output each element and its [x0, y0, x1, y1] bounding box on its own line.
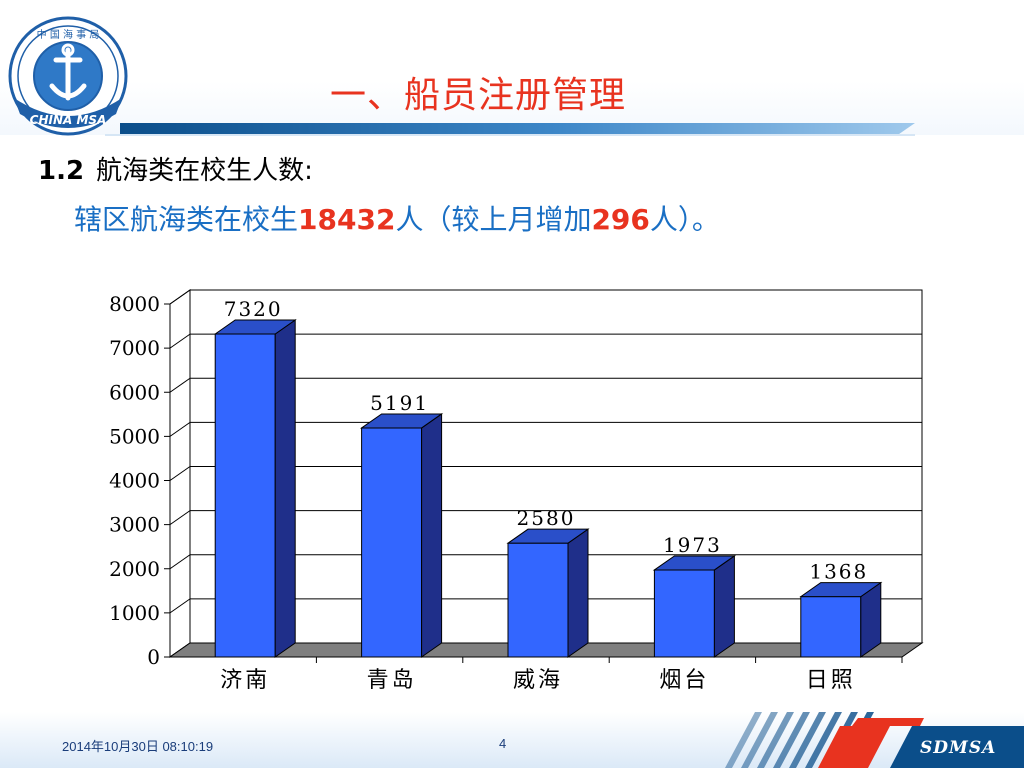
- summary-mid: 人（较上月增加: [395, 203, 592, 236]
- y-tick-label: 0: [147, 645, 160, 669]
- data-label: 2580: [517, 506, 576, 530]
- footer-date: 2014年10月30日 08:10:19: [62, 739, 214, 754]
- y-tick-label: 3000: [109, 513, 160, 537]
- bar-top: [799, 582, 883, 598]
- summary-line: 辖区航海类在校生18432人（较上月增加296人）。: [74, 198, 720, 238]
- page-title: 一、船员注册管理: [330, 75, 627, 116]
- x-tick-label: 烟台: [659, 668, 709, 693]
- axis-depth-tick: [169, 333, 191, 349]
- bar: [653, 569, 715, 658]
- bar-side: [713, 554, 735, 658]
- footer-logo-text: SDMSA: [920, 738, 997, 758]
- data-label: 1973: [663, 533, 722, 557]
- x-tick-label: 日照: [806, 668, 856, 693]
- axis-depth-tick: [169, 554, 191, 570]
- x-tick-label: 青岛: [367, 668, 417, 693]
- section-number: 1.2: [38, 156, 85, 186]
- summary-suffix: 人）。: [649, 203, 720, 236]
- data-label: 5191: [370, 391, 429, 415]
- y-tick-label: 7000: [109, 336, 160, 360]
- axis-depth-tick: [169, 510, 191, 526]
- bar: [800, 596, 862, 658]
- header-stripe: [120, 123, 915, 134]
- footer-stripe: [789, 712, 826, 768]
- bar-side: [567, 528, 589, 658]
- header-underline: [105, 134, 915, 136]
- footer-stripe: [773, 712, 810, 768]
- data-label: 7320: [224, 297, 283, 321]
- summary-total: 18432: [298, 203, 396, 236]
- y-tick-label: 1000: [109, 601, 160, 625]
- bar-top: [213, 319, 297, 335]
- summary-prefix: 辖区航海类在校生: [74, 203, 299, 236]
- y-tick-label: 2000: [109, 557, 160, 581]
- china-msa-logo: 中 国 海 事 局 CHINA MSA: [8, 16, 128, 136]
- footer-stripe: [741, 712, 778, 768]
- footer-red-accent: [852, 718, 924, 726]
- footer-stripe: [725, 712, 762, 768]
- footer-page-number: 4: [499, 736, 507, 751]
- bar-top: [506, 528, 590, 544]
- footer-red-accent: [818, 726, 890, 768]
- x-tick-label: 济南: [220, 668, 270, 693]
- bar: [361, 427, 423, 658]
- y-tick-label: 6000: [109, 380, 160, 404]
- bar: [214, 333, 276, 658]
- axis-depth-tick: [169, 377, 191, 393]
- footer-stripes: [725, 712, 1024, 768]
- section-heading: 1.2 航海类在校生人数:: [38, 150, 313, 187]
- y-tick-label: 4000: [109, 469, 160, 493]
- y-tick-label: 8000: [109, 292, 160, 316]
- logo-bottom-text: CHINA MSA: [30, 113, 107, 127]
- axis-depth-tick: [169, 598, 191, 614]
- bar: [507, 542, 569, 658]
- data-label: 1368: [809, 560, 868, 584]
- footer-stripe: [805, 712, 842, 768]
- axis-depth-tick: [169, 466, 191, 481]
- logo-top-text: 中 国 海 事 局: [37, 28, 100, 41]
- x-tick-label: 威海: [513, 668, 563, 693]
- section-heading-text: 航海类在校生人数:: [96, 156, 313, 186]
- y-tick-label: 5000: [109, 424, 160, 448]
- bar-side: [274, 319, 296, 658]
- bar-side: [421, 412, 443, 658]
- bar-chart: 0 1000 2000 3000 4000 5000 6000 7000 8000 7320 济南 5…: [109, 289, 924, 693]
- footer: 2014年10月30日 08:10:19 4 SDMSA: [0, 712, 1024, 768]
- bar-top: [652, 555, 736, 571]
- bar-top: [360, 413, 444, 429]
- footer-blue-band: [890, 726, 1024, 768]
- summary-increase: 296: [591, 203, 650, 236]
- footer-stripe: [757, 712, 794, 768]
- header-band: [0, 0, 1024, 135]
- axis-depth-tick: [169, 421, 191, 437]
